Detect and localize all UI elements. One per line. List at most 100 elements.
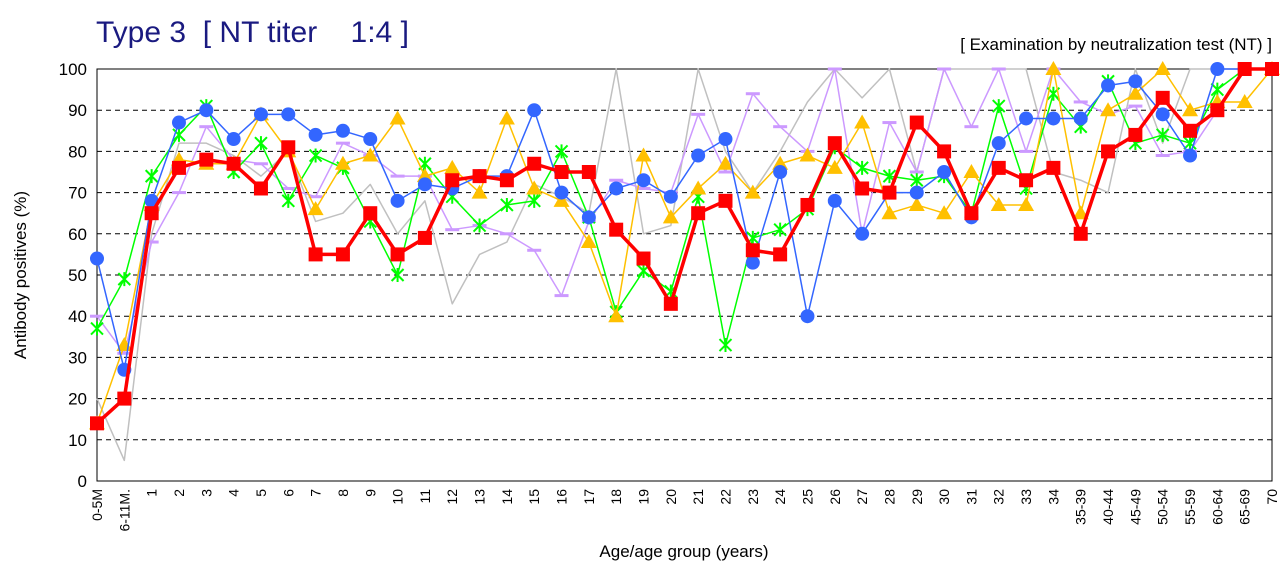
point xyxy=(910,173,924,188)
point xyxy=(417,177,432,192)
point xyxy=(937,144,952,159)
point xyxy=(773,247,788,262)
y-tick-label: 100 xyxy=(59,60,87,79)
y-tick-label: 70 xyxy=(68,184,87,203)
point xyxy=(936,205,953,220)
point xyxy=(199,103,214,118)
point xyxy=(526,180,543,195)
point xyxy=(281,107,296,122)
point xyxy=(773,222,787,237)
point xyxy=(362,147,379,162)
point xyxy=(745,243,760,258)
x-tick-label: 13 xyxy=(472,489,488,505)
x-tick-label: 28 xyxy=(881,489,897,505)
point xyxy=(881,205,898,220)
point xyxy=(992,99,1006,114)
point xyxy=(691,206,706,221)
point xyxy=(90,416,104,431)
x-tick-label: 27 xyxy=(854,489,870,505)
point xyxy=(608,308,625,323)
x-tick-label: 2 xyxy=(171,489,187,497)
point xyxy=(335,247,350,262)
x-tick-label: 15 xyxy=(526,489,542,505)
point xyxy=(171,160,186,175)
x-tick-label: 65-69 xyxy=(1237,489,1253,525)
point xyxy=(1265,62,1279,76)
point xyxy=(554,185,569,200)
x-tick-label: 1 xyxy=(144,489,160,497)
x-tick-label: 31 xyxy=(963,489,979,505)
x-tick-label: 14 xyxy=(499,489,515,505)
x-tick-label: 23 xyxy=(745,489,761,505)
point xyxy=(444,159,461,174)
x-tick-label: 70 xyxy=(1264,489,1280,505)
x-tick-label: 20 xyxy=(663,489,679,505)
x-tick-label: 30 xyxy=(936,489,952,505)
point xyxy=(1100,102,1117,117)
x-tick-label: 25 xyxy=(799,489,815,505)
point xyxy=(745,255,760,270)
x-tick-label: 35-39 xyxy=(1073,489,1089,525)
x-tick-label: 7 xyxy=(308,489,324,497)
point xyxy=(472,218,487,233)
point xyxy=(908,196,925,211)
point xyxy=(390,193,405,208)
point xyxy=(1155,107,1170,122)
series-line xyxy=(96,68,1272,371)
point xyxy=(1183,148,1198,163)
y-tick-label: 80 xyxy=(68,142,87,161)
y-tick-label: 30 xyxy=(68,348,87,367)
point xyxy=(144,206,159,221)
point xyxy=(527,193,541,208)
point xyxy=(855,226,870,241)
point xyxy=(827,193,842,208)
point xyxy=(1182,102,1199,117)
point xyxy=(527,103,542,118)
point xyxy=(718,193,733,208)
x-tick-label: 55-59 xyxy=(1182,489,1198,525)
point xyxy=(855,160,869,175)
point xyxy=(554,165,569,179)
point xyxy=(800,197,815,212)
point xyxy=(663,296,678,311)
point xyxy=(281,193,295,208)
point xyxy=(990,196,1007,211)
point xyxy=(1210,103,1225,118)
x-tick-label: 19 xyxy=(636,489,652,505)
x-tick-label: 18 xyxy=(608,489,624,505)
point xyxy=(635,147,652,162)
point xyxy=(580,234,597,249)
y-tick-label: 0 xyxy=(78,472,87,491)
point xyxy=(171,115,186,130)
series-line xyxy=(96,68,1272,462)
point xyxy=(500,197,514,212)
point xyxy=(1127,85,1144,100)
point xyxy=(308,148,323,163)
point xyxy=(1046,160,1061,175)
x-tick-label: 33 xyxy=(1018,489,1034,505)
point xyxy=(445,173,460,188)
point xyxy=(90,251,104,266)
x-tick-label: 12 xyxy=(444,489,460,505)
point xyxy=(1101,78,1116,93)
y-tick-label: 20 xyxy=(68,390,87,409)
point xyxy=(799,147,816,162)
point xyxy=(718,338,733,353)
x-tick-label: 9 xyxy=(362,489,378,497)
point xyxy=(390,268,405,282)
point xyxy=(826,159,843,174)
x-tick-label: 6-11M. xyxy=(116,489,132,532)
point xyxy=(1183,123,1198,138)
y-tick-label: 40 xyxy=(68,307,87,326)
point xyxy=(1019,173,1034,188)
point xyxy=(964,206,979,221)
point xyxy=(855,181,870,196)
point xyxy=(1018,196,1035,211)
x-tick-label: 24 xyxy=(772,489,788,505)
point xyxy=(472,169,487,184)
point xyxy=(882,185,897,200)
point xyxy=(662,209,679,224)
chart-subtitle: [ Examination by neutralization test (NT… xyxy=(960,35,1272,54)
point xyxy=(663,189,678,204)
point xyxy=(527,156,542,171)
